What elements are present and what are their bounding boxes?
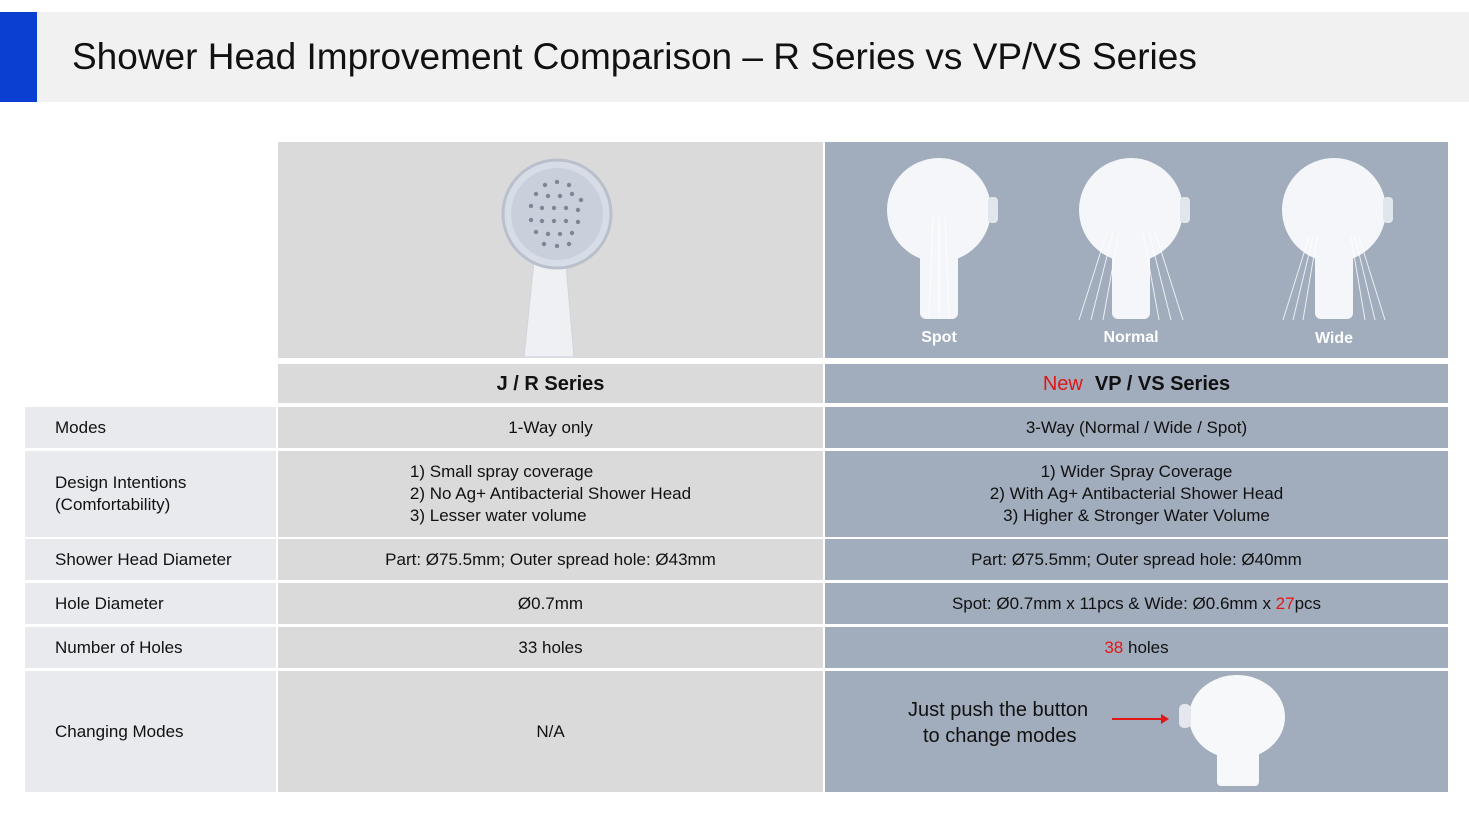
row-label-modes: Modes [25, 407, 276, 448]
hole-diameter-jr-cell: Ø0.7mm [278, 583, 823, 624]
arrow-head-icon [1161, 714, 1169, 724]
modes-vp-value: 3-Way (Normal / Wide / Spot) [1025, 417, 1248, 437]
design-jr-cell: 1) Small spray coverage 2) No Ag+ Antiba… [278, 451, 823, 537]
row-label-diameter-text: Shower Head Diameter [55, 549, 232, 569]
row-label-modes-text: Modes [55, 417, 107, 437]
changing-jr-value: N/A [536, 721, 565, 741]
caption-spot: Spot [921, 329, 957, 346]
shower-head-wide-icon [1282, 158, 1393, 321]
changing-vp-cell [825, 671, 1448, 792]
diameter-jr-cell: Part: Ø75.5mm; Outer spread hole: Ø43mm [278, 539, 823, 580]
caption-wide: Wide [1314, 330, 1354, 347]
shower-heads-vp-vs-series-icon [887, 158, 1393, 321]
row-label-hole-diameter-text: Hole Diameter [55, 593, 164, 613]
design-jr-item: 3) Lesser water volume [409, 506, 587, 525]
row-label-holes: Number of Holes [25, 627, 276, 668]
hole-diameter-vp-suffix: pcs [1294, 593, 1322, 613]
push-instruction-line1: Just push the button [908, 699, 1089, 721]
changing-jr-cell: N/A [278, 671, 823, 792]
hole-diameter-vp-value: Spot: Ø0.7mm x 11pcs & Wide: Ø0.6mm x [951, 593, 1276, 613]
diameter-vp-value: Part: Ø75.5mm; Outer spread hole: Ø40mm [971, 549, 1302, 569]
row-label-diameter: Shower Head Diameter [25, 539, 276, 580]
shower-head-normal-icon [1078, 158, 1190, 321]
row-label-hole-diameter: Hole Diameter [25, 583, 276, 624]
modes-vp-cell: 3-Way (Normal / Wide / Spot) [825, 407, 1448, 448]
diameter-vp-cell: Part: Ø75.5mm; Outer spread hole: Ø40mm [825, 539, 1448, 580]
holes-vp-cell: 38 holes [825, 627, 1448, 668]
mode-button-shower-head-icon [1179, 675, 1285, 786]
row-label-holes-text: Number of Holes [55, 637, 183, 657]
title-accent-bar [0, 12, 37, 102]
push-button-instruction: Just push the button to change modes [908, 697, 1088, 749]
row-label-design-text: Design Intentions (Comfortability) [55, 472, 186, 516]
row-label-design: Design Intentions (Comfortability) [25, 451, 276, 537]
row-label-changing: Changing Modes [25, 671, 276, 792]
holes-jr-cell: 33 holes [278, 627, 823, 668]
push-button-illustration [1112, 675, 1285, 786]
column-header-jr-label: J / R Series [496, 372, 605, 395]
shower-head-jr-series-icon [501, 158, 613, 358]
row-label-changing-text: Changing Modes [55, 721, 184, 741]
diameter-jr-value: Part: Ø75.5mm; Outer spread hole: Ø43mm [385, 549, 716, 569]
design-label-line2: (Comfortability) [55, 495, 171, 514]
column-header-jr-series: J / R Series [278, 364, 823, 403]
holes-count-highlight: 38 [1104, 637, 1124, 657]
design-vp-item: 3) Higher & Stronger Water Volume [1003, 506, 1270, 525]
design-vp-list: 1) Wider Spray Coverage 2) With Ag+ Anti… [990, 461, 1283, 527]
design-jr-item: 2) No Ag+ Antibacterial Shower Head [409, 484, 692, 503]
design-vp-item: 2) With Ag+ Antibacterial Shower Head [989, 484, 1284, 503]
design-label-line1: Design Intentions [55, 473, 187, 492]
column-header-vp-label: VP / VS Series [1094, 372, 1231, 395]
push-instruction-line2: to change modes [923, 725, 1077, 747]
left-image-cell [278, 142, 823, 358]
design-vp-cell: 1) Wider Spray Coverage 2) With Ag+ Anti… [825, 451, 1448, 537]
page-title: Shower Head Improvement Comparison – R S… [72, 36, 1197, 77]
holes-vp-suffix: holes [1123, 637, 1169, 657]
new-badge: New [1042, 372, 1083, 395]
column-header-vp-vs-series: New VP / VS Series [825, 364, 1448, 403]
design-jr-item: 1) Small spray coverage [409, 462, 594, 481]
modes-jr-cell: 1-Way only [278, 407, 823, 448]
caption-normal: Normal [1103, 329, 1159, 346]
design-vp-item: 1) Wider Spray Coverage [1040, 462, 1233, 481]
holes-jr-value: 33 holes [518, 637, 583, 657]
hole-diameter-jr-value: Ø0.7mm [517, 593, 584, 613]
shower-head-spot-icon [887, 158, 998, 319]
right-image-cell: Spot Normal Wide [825, 142, 1448, 358]
design-jr-list: 1) Small spray coverage 2) No Ag+ Antiba… [410, 461, 691, 527]
title-bar: Shower Head Improvement Comparison – R S… [0, 12, 1469, 102]
hole-diameter-vp-cell: Spot: Ø0.7mm x 11pcs & Wide: Ø0.6mm x 27… [825, 583, 1448, 624]
modes-jr-value: 1-Way only [508, 417, 593, 437]
hole-count-highlight: 27 [1275, 593, 1295, 613]
